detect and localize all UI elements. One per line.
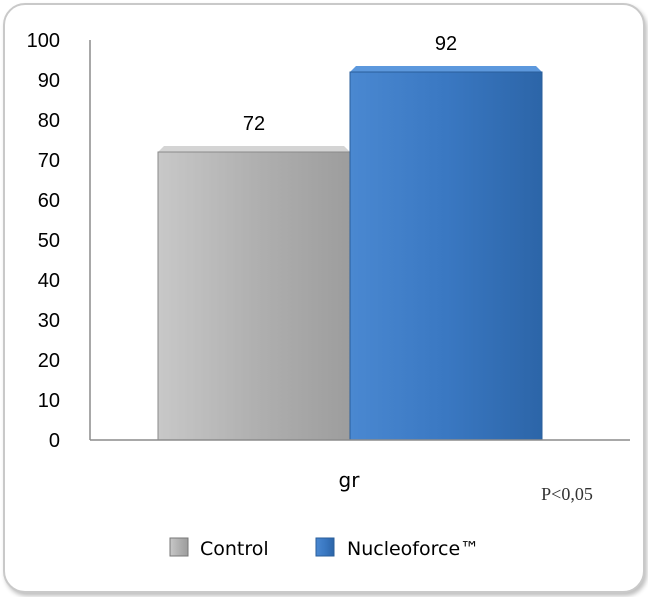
y-tick-label: 50 [38,230,60,252]
y-tick-label: 80 [38,110,60,132]
x-category-label: gr [339,468,361,492]
bar-nucleoforce [349,71,543,441]
y-axis: 0 10 20 30 40 50 60 70 80 90 100 [27,30,60,452]
data-label-nucleoforce: 92 [435,33,457,55]
bar-top-control [158,146,350,152]
data-label-control: 72 [243,113,265,135]
legend-item-control: Control [169,537,269,560]
significance-annotation: P<0,05 [541,484,593,504]
y-tick-label: 100 [27,30,60,52]
bar-control [157,151,351,441]
y-tick-label: 20 [38,350,60,372]
y-tick-label: 30 [38,310,60,332]
legend-item-nucleoforce: Nucleoforce™ [315,537,479,560]
y-tick-label: 60 [38,190,60,212]
legend-swatch-control [169,537,189,557]
y-tick-label: 10 [38,390,60,412]
legend-label-control: Control [200,538,269,560]
y-tick-label: 90 [38,70,60,92]
y-tick-label: 70 [38,150,60,172]
bars: 72 92 [157,33,543,441]
y-tick-label: 0 [49,430,60,452]
bar-top-nucleoforce [350,66,542,72]
legend: Control Nucleoforce™ [169,537,479,560]
y-tick-label: 40 [38,270,60,292]
legend-swatch-nucleoforce [315,537,335,557]
legend-label-nucleoforce: Nucleoforce™ [347,538,479,560]
